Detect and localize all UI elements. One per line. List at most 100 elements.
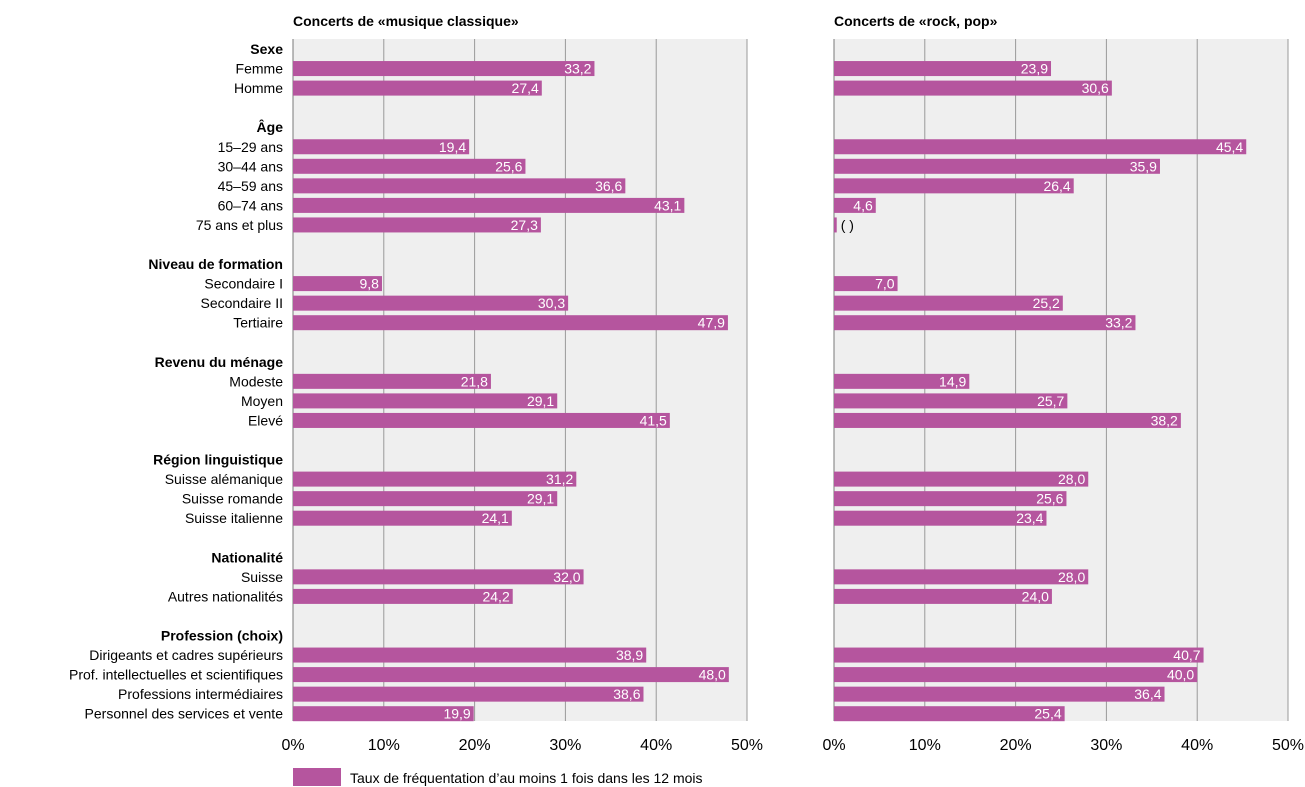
category-label: Modeste [229, 373, 283, 389]
x-tick-label: 40% [640, 737, 672, 754]
data-label: 38,9 [616, 647, 643, 663]
data-label: 24,0 [1022, 588, 1049, 604]
bar [834, 178, 1074, 193]
data-label: 32,0 [553, 569, 580, 585]
category-label: 45–59 ans [218, 178, 283, 194]
category-label: Personnel des services et vente [85, 706, 284, 722]
bar [834, 296, 1063, 311]
x-tick-label: 20% [1000, 737, 1032, 754]
x-tick-label: 40% [1181, 737, 1213, 754]
bar [293, 217, 541, 232]
bar [834, 667, 1197, 682]
category-label: 30–44 ans [218, 158, 283, 174]
category-label: Secondaire II [201, 295, 284, 311]
data-label: 24,2 [482, 588, 509, 604]
panel-title: Concerts de «musique classique» [293, 13, 519, 29]
data-label: 38,2 [1151, 412, 1178, 428]
category-label: Homme [234, 80, 283, 96]
data-label: 19,4 [439, 139, 466, 155]
legend-swatch [293, 768, 341, 786]
group-label: Revenu du ménage [155, 354, 284, 370]
data-label: 40,0 [1167, 667, 1194, 683]
category-label: Elevé [248, 412, 283, 428]
data-label: 24,1 [482, 510, 509, 526]
data-label: 25,4 [1034, 706, 1061, 722]
bar [834, 472, 1088, 487]
data-label: 9,8 [360, 276, 380, 292]
bar [293, 413, 670, 428]
bar [293, 589, 513, 604]
data-label: 25,6 [495, 158, 522, 174]
bar [293, 61, 594, 76]
x-tick-label: 0% [822, 737, 845, 754]
data-label: 36,4 [1134, 686, 1161, 702]
bar [834, 589, 1052, 604]
category-label: 15–29 ans [218, 139, 283, 155]
bar [834, 648, 1204, 663]
x-tick-label: 10% [909, 737, 941, 754]
bar [834, 159, 1160, 174]
category-label: 60–74 ans [218, 197, 283, 213]
data-label: 36,6 [595, 178, 622, 194]
category-label: Suisse alémanique [165, 471, 284, 487]
data-label: 30,3 [538, 295, 565, 311]
x-tick-label: 20% [459, 737, 491, 754]
legend-label: Taux de fréquentation d’au moins 1 fois … [350, 770, 703, 786]
category-label: Prof. intellectuelles et scientifiques [69, 667, 283, 683]
data-label: 25,7 [1037, 393, 1064, 409]
data-label: 33,2 [564, 61, 591, 77]
bar [293, 569, 584, 584]
category-label: Femme [236, 61, 284, 77]
data-label: 31,2 [546, 471, 573, 487]
bar [293, 315, 728, 330]
data-label: 23,4 [1016, 510, 1043, 526]
group-label: Région linguistique [153, 452, 283, 468]
x-tick-label: 30% [549, 737, 581, 754]
bar [834, 511, 1046, 526]
group-label: Âge [257, 118, 284, 135]
category-label: Secondaire I [204, 276, 283, 292]
data-label: 27,4 [512, 80, 539, 96]
data-label: 19,9 [443, 706, 470, 722]
category-label: Suisse italienne [185, 510, 283, 526]
panel-title: Concerts de «rock, pop» [834, 13, 998, 29]
x-tick-label: 10% [368, 737, 400, 754]
bar [834, 139, 1246, 154]
x-tick-label: 50% [731, 737, 763, 754]
x-tick-label: 50% [1272, 737, 1304, 754]
data-label: 25,2 [1033, 295, 1060, 311]
x-tick-label: 30% [1090, 737, 1122, 754]
data-label: 41,5 [640, 412, 667, 428]
bar [293, 198, 684, 213]
data-label: 28,0 [1058, 471, 1085, 487]
data-label: 26,4 [1043, 178, 1070, 194]
category-label: Professions intermédiaires [118, 686, 283, 702]
bar [293, 511, 512, 526]
bar [293, 648, 646, 663]
bar [834, 491, 1066, 506]
category-label: Dirigeants et cadres supérieurs [89, 647, 283, 663]
bar [293, 178, 625, 193]
data-label: 27,3 [511, 217, 538, 233]
category-label: Moyen [241, 393, 283, 409]
bar [293, 296, 568, 311]
data-label: 45,4 [1216, 139, 1243, 155]
data-label: 4,6 [853, 197, 873, 213]
bar [293, 472, 576, 487]
x-tick-label: 0% [281, 737, 304, 754]
bar [834, 81, 1112, 96]
data-label: 7,0 [875, 276, 895, 292]
data-label: 23,9 [1021, 61, 1048, 77]
data-label: 28,0 [1058, 569, 1085, 585]
group-label: Niveau de formation [148, 256, 283, 272]
data-label: 25,6 [1036, 491, 1063, 507]
bar [834, 217, 837, 232]
bar [293, 393, 557, 408]
bar [834, 569, 1088, 584]
bar [293, 667, 729, 682]
category-label: Suisse [241, 569, 283, 585]
bar [293, 491, 557, 506]
bar [834, 61, 1051, 76]
bar [834, 413, 1181, 428]
data-label: 43,1 [654, 197, 681, 213]
